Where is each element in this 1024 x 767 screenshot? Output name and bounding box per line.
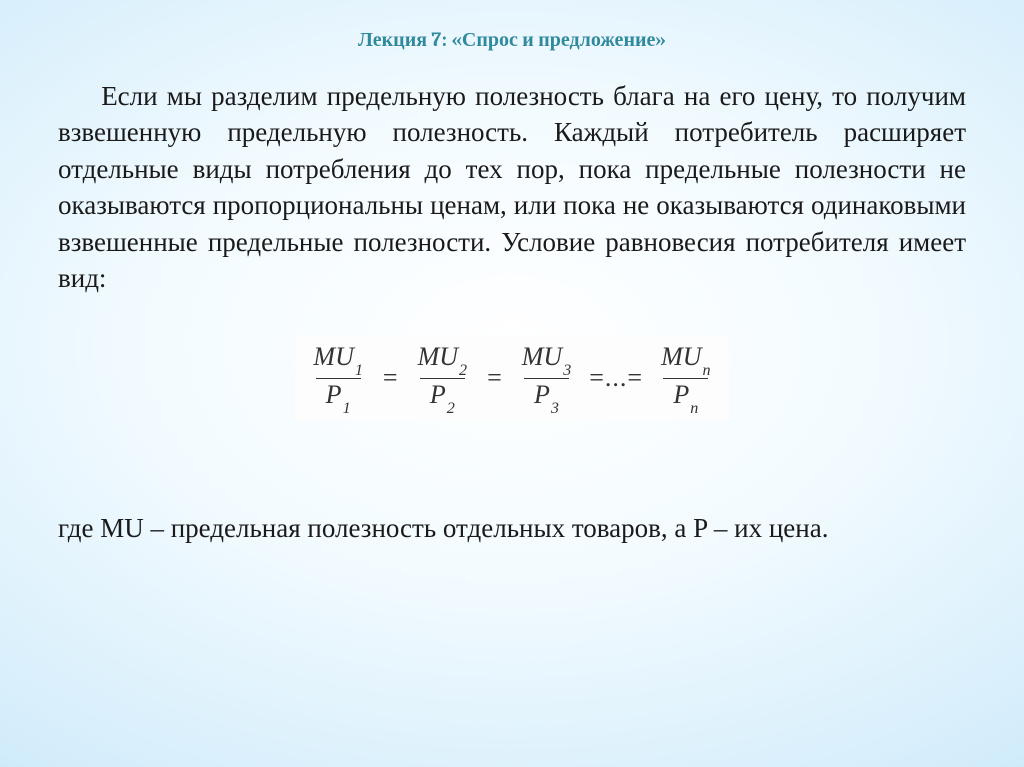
den-base: P [534, 380, 550, 409]
formula-container: MU1 P1 = MU2 P2 = MU3 P3 =...= MUn Pn [58, 337, 966, 420]
den-base: P [673, 380, 689, 409]
den-sub: 2 [447, 400, 455, 417]
den-sub: 1 [343, 400, 351, 417]
den-base: P [326, 380, 342, 409]
slide: Лекция 7: «Спрос и предложение» Если мы … [0, 0, 1024, 767]
lecture-title: Лекция 7: «Спрос и предложение» [58, 28, 966, 52]
num-base: MU [522, 342, 562, 371]
main-paragraph: Если мы разделим предельную полезность б… [58, 78, 966, 297]
equilibrium-formula: MU1 P1 = MU2 P2 = MU3 P3 =...= MUn Pn [295, 337, 728, 420]
num-sub: 1 [355, 362, 363, 379]
num-sub: 2 [459, 362, 467, 379]
fraction-1: MU1 P1 [305, 343, 371, 414]
num-sub: n [703, 362, 711, 379]
fraction-2: MU2 P2 [410, 343, 476, 414]
equals-sign: = [381, 363, 400, 393]
equals-sign: = [485, 363, 504, 393]
den-base: P [430, 380, 446, 409]
num-base: MU [313, 342, 353, 371]
den-sub: n [690, 400, 698, 417]
num-base: MU [418, 342, 458, 371]
footnote-text: где MU – предельная полезность отдельных… [58, 510, 966, 546]
fraction-3: MU3 P3 [514, 343, 580, 414]
den-sub: 3 [551, 400, 559, 417]
fraction-n: MUn Pn [653, 343, 719, 414]
num-base: MU [661, 342, 701, 371]
num-sub: 3 [563, 362, 571, 379]
ellipsis: =...= [589, 363, 643, 393]
